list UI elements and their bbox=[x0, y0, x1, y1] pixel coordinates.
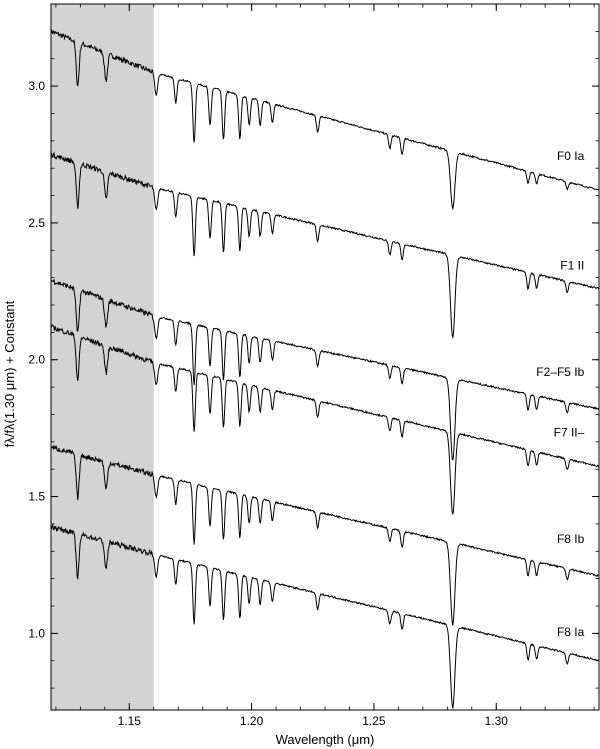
y-tick-label: 2.0 bbox=[28, 353, 45, 367]
x-axis-title: Wavelength (μm) bbox=[276, 732, 375, 747]
series-label: F8 Ia bbox=[557, 625, 585, 639]
x-tick-label: 1.15 bbox=[118, 714, 142, 728]
series-label: F1 II bbox=[560, 258, 584, 272]
series-label: F0 Ia bbox=[557, 149, 585, 163]
y-axis-title: fλ/fλ(1.30 μm) + Constant bbox=[2, 300, 17, 447]
spectra-group bbox=[50, 29, 600, 709]
spectrum-line bbox=[50, 278, 600, 461]
y-tick-label: 3.0 bbox=[28, 79, 45, 93]
series-label: F7 II– bbox=[554, 425, 585, 439]
x-tick-label: 1.25 bbox=[362, 714, 386, 728]
y-tick-label: 2.5 bbox=[28, 216, 45, 230]
series-labels: F0 Ia F1 II F2–F5 Ib F7 II– F8 Ib F8 Ia bbox=[536, 149, 584, 639]
spectrum-line bbox=[50, 324, 600, 515]
series-label: F2–F5 Ib bbox=[536, 365, 584, 379]
spectrum-line bbox=[50, 29, 600, 211]
y-tick-label: 1.5 bbox=[28, 490, 45, 504]
series-label: F8 Ib bbox=[557, 532, 585, 546]
spectrum-line bbox=[50, 523, 600, 709]
spectrum-line bbox=[50, 151, 600, 340]
x-tick-label: 1.20 bbox=[240, 714, 264, 728]
y-tick-label: 1.0 bbox=[28, 626, 45, 640]
x-tick-label: 1.30 bbox=[485, 714, 509, 728]
spectrum-line bbox=[50, 444, 600, 626]
y-axis: 1.0 1.5 2.0 2.5 3.0 bbox=[28, 30, 599, 689]
x-axis: 1.15 1.20 1.25 1.30 bbox=[55, 4, 595, 728]
